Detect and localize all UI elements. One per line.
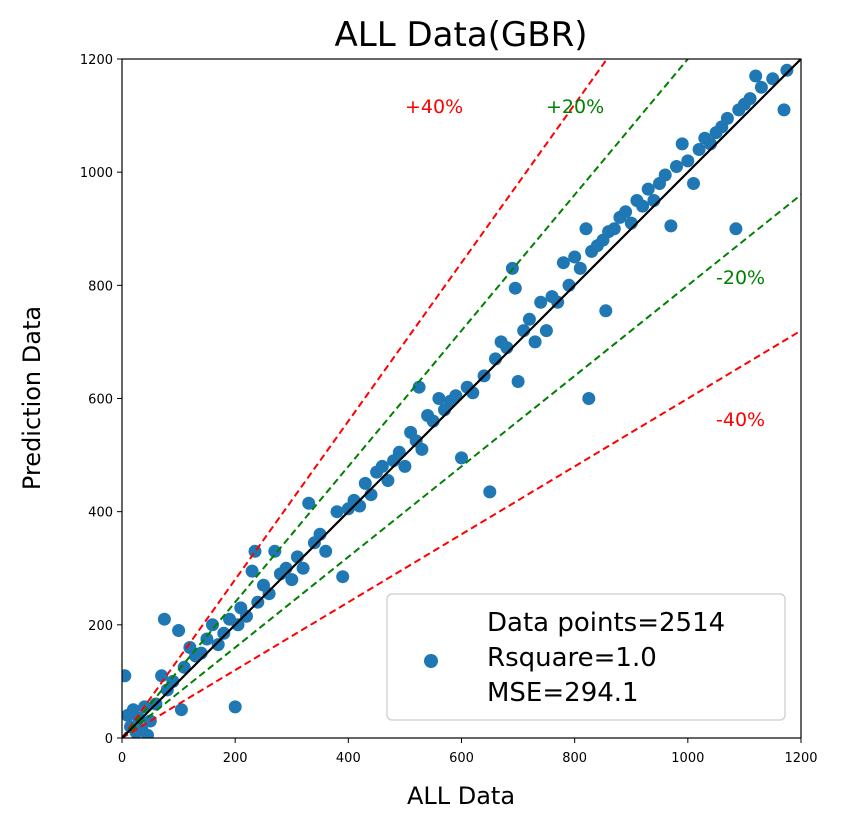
legend-mse: MSE=294.1 [487,678,639,708]
data-point [330,505,344,519]
data-point [211,638,225,652]
data-point [392,445,406,459]
data-point [174,703,188,717]
data-point [415,442,429,456]
data-point [754,80,768,94]
data-point [375,459,389,473]
y-axis-label: Prediction Data [18,306,46,490]
x-tick-label: 1200 [784,751,817,766]
x-tick-label: 0 [118,751,126,766]
reference-line-label: -20% [716,267,765,289]
data-point [556,256,570,270]
data-point [228,700,242,714]
data-point [579,222,593,236]
data-point [749,69,763,83]
data-point [508,281,522,295]
data-point [262,587,276,601]
x-tick-label: 200 [223,751,248,766]
data-point [681,154,695,168]
x-tick-label: 800 [562,751,587,766]
y-tick-label: 400 [88,506,113,521]
data-point [177,660,191,674]
plot-area [122,59,801,738]
data-point [599,304,613,318]
reference-line-label: -40% [716,409,765,431]
data-point [607,222,621,236]
x-axis-label: ALL Data [407,782,515,810]
data-point [206,618,219,632]
y-tick-label: 600 [88,393,113,408]
x-tick-label: 1000 [671,751,704,766]
data-point [412,380,426,394]
data-point [720,111,734,125]
data-point [664,219,678,233]
legend-marker [424,654,438,668]
data-point [522,312,536,326]
data-point [141,728,154,738]
reference-line-label: +20% [546,96,604,118]
data-point [687,177,700,190]
data-point [240,609,253,623]
data-point [539,324,553,338]
data-point [245,564,259,578]
data-point [268,544,282,558]
data-point [155,669,169,683]
legend-data-points: Data points=2514 [487,608,725,638]
data-point [675,137,689,151]
data-point [568,250,582,264]
data-point [636,199,650,213]
data-point [432,392,446,405]
data-point [511,375,525,388]
identity-line [122,59,801,738]
data-point [573,261,587,275]
data-point [285,573,299,587]
data-point [483,485,497,499]
data-point [619,205,633,219]
legend: Data points=2514 Rsquare=1.0 MSE=294.1 [386,593,786,721]
y-tick-label: 800 [88,279,113,294]
data-point [449,389,463,403]
data-point [658,168,672,182]
reference-line [122,59,609,738]
y-tick-label: 0 [105,732,113,747]
data-point [122,669,132,683]
data-point [641,182,655,196]
data-point [358,476,372,490]
data-point [743,92,757,106]
data-point [172,624,186,637]
data-point [157,612,171,626]
legend-box [386,593,786,721]
x-tick-label: 400 [336,751,361,766]
plot-frame [121,58,802,739]
data-point [200,632,214,646]
x-tick-label: 600 [449,751,474,766]
data-point [582,392,596,405]
data-point [231,618,245,632]
reference-line [122,59,690,738]
data-point [381,474,395,487]
reference-line [122,194,801,738]
y-tick-label: 1000 [80,166,113,181]
data-point [780,63,794,77]
data-point [670,160,683,173]
legend-rsquare: Rsquare=1.0 [487,643,657,673]
data-point [398,459,412,473]
data-point [534,295,548,309]
data-point [302,496,316,510]
data-point [729,222,743,236]
y-tick-label: 1200 [80,53,113,68]
data-point [766,72,780,86]
data-point [296,561,310,575]
data-point [777,103,791,117]
data-point [528,335,542,349]
data-point [336,570,350,584]
y-tick-label: 200 [88,619,113,634]
chart-title: ALL Data(GBR) [335,15,588,55]
data-point [217,626,231,640]
data-point [455,451,468,465]
data-point [692,143,706,156]
data-point [319,544,333,558]
reference-line-label: +40% [405,96,463,118]
